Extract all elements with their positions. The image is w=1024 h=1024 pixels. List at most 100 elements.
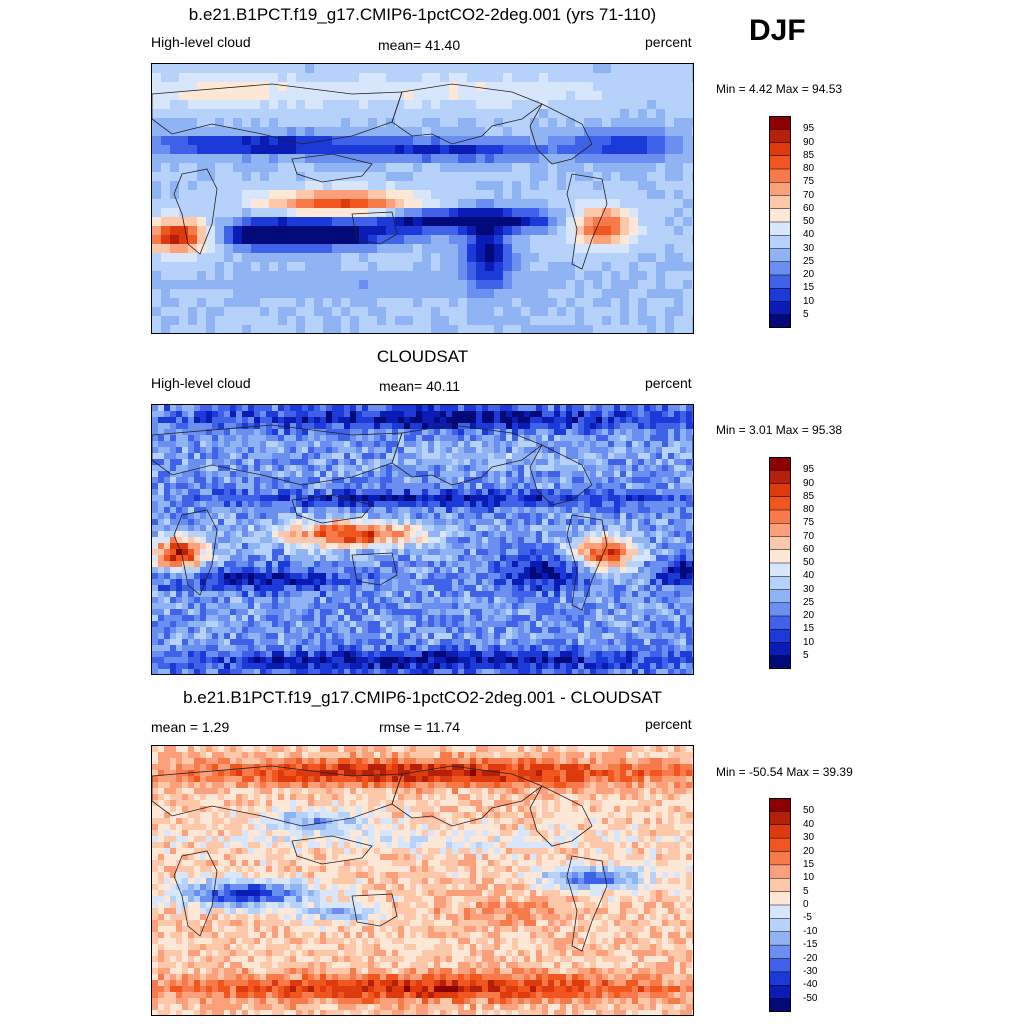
colorbar-tick-label: 15: [803, 282, 815, 294]
colorbar-tick-label: 50: [803, 216, 815, 227]
coastlines: [152, 424, 608, 611]
colorbar-obs: 95 90 85 80 75 70 60 50 40 30 25 20 15 10 5: [769, 457, 814, 669]
colorbar-swatch: [769, 314, 791, 328]
colorbar-tick-label: 95: [803, 123, 815, 135]
colorbar-swatch: [769, 155, 791, 170]
panel-mean-label: mean = 1.29: [151, 719, 230, 735]
colorbar-swatch: [769, 811, 791, 826]
colorbar-swatches: [769, 116, 791, 328]
colorbar-swatch: [769, 523, 791, 537]
map-model: [151, 63, 694, 334]
colorbar-swatch: [769, 998, 791, 1012]
colorbar-swatch: [769, 824, 791, 839]
panel-title: b.e21.B1PCT.f19_g17.CMIP6-1pctCO2-2deg.0…: [188, 5, 657, 24]
colorbar-swatch: [769, 958, 791, 973]
colorbar-tick-label: 95: [803, 464, 815, 476]
colorbar-tick-label: 15: [803, 858, 815, 870]
colorbar-swatch: [769, 945, 791, 959]
panel-left-label: High-level cloud: [151, 34, 251, 50]
colorbar-swatch: [769, 576, 791, 590]
colorbar-swatch: [769, 470, 791, 484]
colorbar-tick-label: 10: [803, 872, 815, 884]
colorbar-swatch: [769, 169, 791, 183]
colorbar-swatch: [769, 195, 791, 210]
colorbar-swatch: [769, 589, 791, 604]
colorbar-swatch: [769, 235, 791, 249]
colorbar-swatch: [769, 798, 791, 812]
colorbar-swatch: [769, 891, 791, 906]
map-field: [152, 746, 693, 1015]
colorbar-tick-label: -20: [803, 952, 818, 964]
colorbar-tick-label: 5: [803, 649, 809, 661]
colorbar-tick-label: 20: [803, 845, 815, 857]
panel-mean-label: mean= 40.11: [379, 378, 461, 394]
colorbar-swatch: [769, 931, 791, 946]
colorbar-tick-label: 0: [803, 899, 809, 910]
colorbar-model: 95 90 85 80 75 70 60 50 40 30 25 20 15 10 5: [769, 116, 814, 328]
panel-units-label: percent: [645, 716, 692, 732]
colorbar-tick-label: 40: [803, 229, 815, 241]
colorbar-tick-label: 5: [803, 885, 809, 897]
panel-title: b.e21.B1PCT.f19_g17.CMIP6-1pctCO2-2deg.0…: [183, 688, 662, 707]
colorbar-tick-label: 20: [803, 269, 815, 280]
coastlines: [152, 83, 608, 270]
panel-units-label: percent: [645, 34, 692, 50]
colorbar-border: [769, 798, 791, 1012]
colorbar-swatch: [769, 496, 791, 511]
colorbar-swatch: [769, 602, 791, 617]
colorbar-tick-label: 30: [803, 242, 815, 254]
colorbar-swatch: [769, 616, 791, 630]
colorbar-tick-label: -40: [803, 979, 818, 991]
colorbar-tick-label: 5: [803, 308, 809, 320]
colorbar-tick-label: 70: [803, 530, 815, 542]
panel-left-label: High-level cloud: [151, 375, 251, 391]
colorbar-tick-label: 80: [803, 163, 815, 174]
colorbar-swatch: [769, 851, 791, 866]
colorbar-swatch: [769, 288, 791, 302]
colorbar-swatch: [769, 510, 791, 524]
colorbar-swatch: [769, 642, 791, 657]
colorbar-diff: 50 40 30 20 15 10 5 0 -5 -10 -15 -20 -30 -40 -50: [769, 798, 817, 1012]
colorbar-tick-label: 75: [803, 517, 815, 529]
min-max-label: Min = 4.42 Max = 94.53: [716, 82, 843, 96]
colorbar-swatch: [769, 129, 791, 143]
colorbar-swatch: [769, 248, 791, 263]
colorbar-swatch: [769, 563, 791, 577]
colorbar-tick-label: -30: [803, 965, 818, 977]
colorbar-tick-label: 50: [803, 557, 815, 568]
colorbar-swatch: [769, 655, 791, 669]
colorbar-swatch: [769, 208, 791, 223]
colorbar-swatches: [769, 798, 791, 1012]
map-diff: [151, 745, 694, 1016]
colorbar-tick-label: 90: [803, 477, 815, 489]
colorbar-tick-label: 90: [803, 136, 815, 148]
colorbar-swatch: [769, 275, 791, 289]
colorbar-swatch: [769, 483, 791, 498]
colorbar-swatch: [769, 536, 791, 551]
colorbar-tick-label: -15: [803, 939, 818, 951]
colorbar-tick-label: 30: [803, 583, 815, 595]
min-max-label: Min = 3.01 Max = 95.38: [716, 423, 843, 437]
colorbar-tick-label: 25: [803, 255, 815, 267]
colorbar-swatch: [769, 985, 791, 1000]
colorbar-swatch: [769, 878, 791, 893]
colorbar-tick-label: 75: [803, 176, 815, 188]
panel-rmse-label: rmse = 11.74: [379, 719, 461, 735]
colorbar-swatch: [769, 457, 791, 471]
colorbar-swatch: [769, 629, 791, 643]
colorbar-border: [769, 457, 791, 669]
map-field: [152, 405, 693, 674]
colorbar-swatches: [769, 457, 791, 669]
panel-units-label: percent: [645, 375, 692, 391]
colorbar-tick-label: 20: [803, 610, 815, 621]
colorbar-swatch: [769, 905, 791, 919]
colorbar-tick-label: 25: [803, 596, 815, 608]
colorbar-tick-label: -50: [803, 992, 818, 1004]
colorbar-swatch: [769, 864, 791, 879]
colorbar-swatch: [769, 918, 791, 933]
colorbar-tick-label: 50: [803, 805, 815, 817]
colorbar-swatch: [769, 116, 791, 130]
colorbar-tick-label: 10: [803, 636, 815, 648]
colorbar-swatch: [769, 838, 791, 852]
colorbar-tick-label: 40: [803, 818, 815, 830]
